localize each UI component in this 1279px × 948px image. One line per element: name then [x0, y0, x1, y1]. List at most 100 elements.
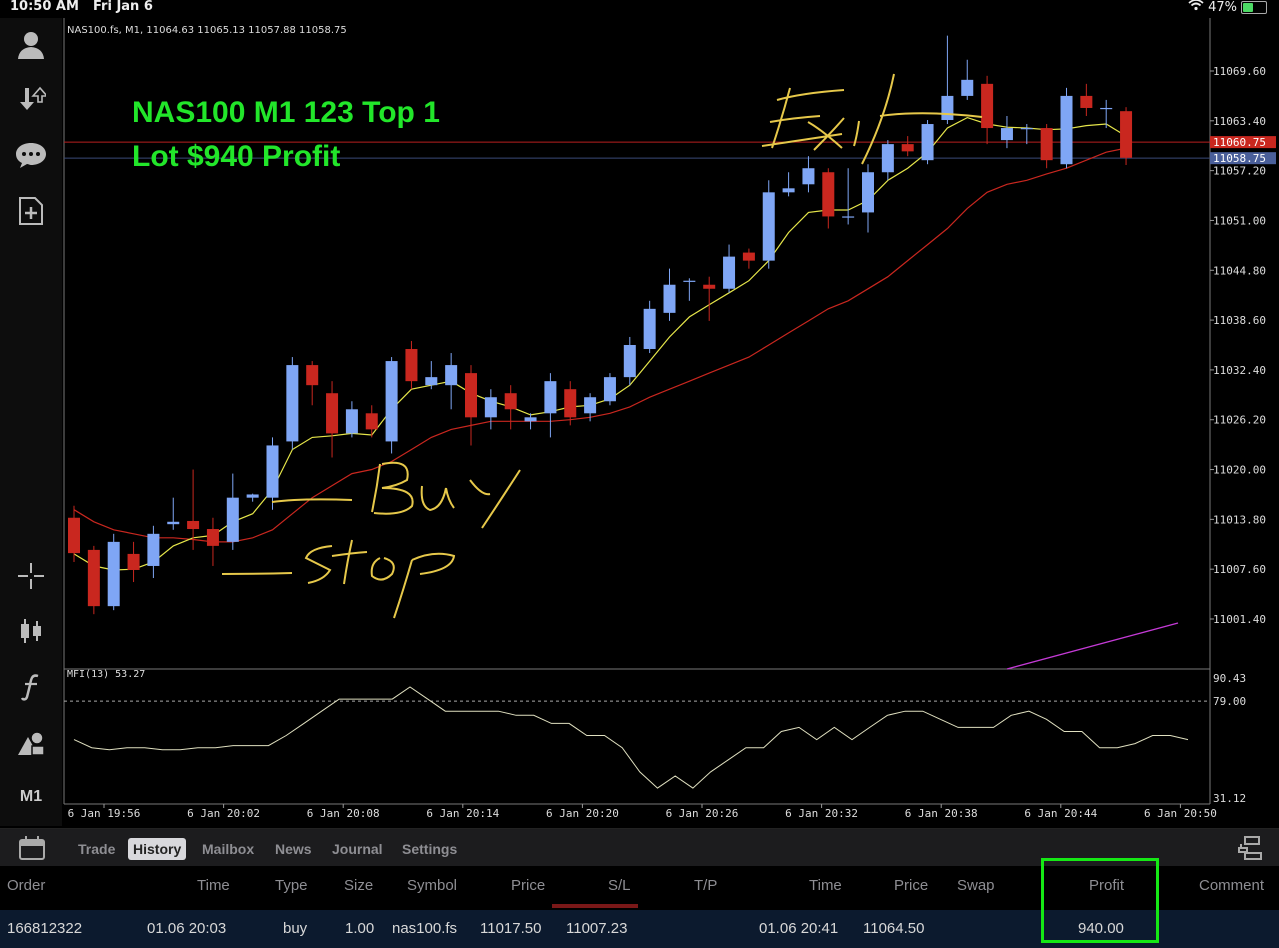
tab-news[interactable]: News: [275, 841, 312, 857]
tab-settings[interactable]: Settings: [402, 841, 458, 857]
tab-mailbox[interactable]: Mailbox: [202, 841, 255, 857]
sell-price-label: 11060.75: [1213, 136, 1266, 149]
price-label: 11069.60: [1213, 65, 1266, 78]
candle: [345, 401, 358, 438]
timeframe-button[interactable]: M1: [14, 780, 48, 814]
candle: [584, 393, 597, 422]
col-order[interactable]: Order: [7, 877, 46, 894]
candle-body: [147, 533, 160, 566]
candle-body: [167, 521, 180, 525]
trend-line: [1006, 622, 1179, 670]
candle: [187, 469, 200, 550]
candle: [1060, 87, 1073, 169]
price-label: 11051.00: [1213, 214, 1266, 227]
candle-body: [127, 553, 140, 570]
candle-body: [187, 520, 200, 530]
candle: [762, 180, 775, 269]
col-size[interactable]: Size: [344, 877, 374, 894]
candle: [544, 373, 557, 438]
crosshair-icon[interactable]: [14, 559, 48, 593]
candle: [1080, 83, 1093, 116]
tab-journal[interactable]: Journal: [332, 841, 383, 857]
candle-body: [544, 381, 557, 414]
candle-body: [822, 172, 835, 217]
price-label: 11013.80: [1213, 513, 1266, 526]
col-type[interactable]: Type: [275, 877, 308, 894]
left-toolbar: M1: [0, 18, 62, 826]
col-sl[interactable]: S/L: [608, 877, 631, 894]
candle-body: [663, 284, 676, 313]
tab-trade[interactable]: Trade: [78, 841, 116, 857]
indicators-icon[interactable]: [14, 670, 48, 704]
chat-icon[interactable]: [14, 138, 48, 172]
stop-annotation: [221, 539, 456, 619]
account-icon[interactable]: [14, 28, 48, 62]
candle: [326, 381, 339, 458]
col-open-time[interactable]: Time: [197, 877, 230, 894]
candle-body: [842, 216, 855, 218]
candle-body: [524, 417, 537, 422]
candle-body: [1100, 107, 1113, 110]
candle: [881, 140, 894, 181]
calendar-icon[interactable]: [18, 835, 46, 865]
col-tp[interactable]: T/P: [694, 877, 718, 894]
candle-body: [623, 345, 636, 378]
cell-size: 1.00: [345, 920, 375, 937]
col-open-price[interactable]: Price: [511, 877, 546, 894]
status-bar: 10:50 AM Fri Jan 6 47%: [0, 0, 1279, 16]
cell-open-time: 01.06 20:03: [147, 920, 227, 937]
candle-body: [881, 144, 894, 173]
price-label: 11007.60: [1213, 563, 1266, 576]
candle: [961, 59, 974, 100]
candlestick-icon[interactable]: [14, 614, 48, 648]
candle: [663, 268, 676, 321]
candle-body: [584, 397, 597, 414]
time-label: 6 Jan 20:38: [905, 807, 978, 820]
candle-body: [723, 256, 736, 289]
chart-area[interactable]: 11069.60 11063.40 11057.20 11051.00 11044.80…: [62, 18, 1279, 826]
col-comment[interactable]: Comment: [1199, 877, 1265, 894]
objects-icon[interactable]: [14, 726, 48, 760]
candle: [1100, 99, 1113, 129]
price-label: 11057.20: [1213, 165, 1266, 178]
candle: [921, 120, 934, 165]
cell-open-price: 11017.50: [480, 920, 542, 937]
candle: [524, 413, 537, 430]
status-right: 47%: [1188, 0, 1267, 15]
candle: [167, 497, 180, 530]
profit-highlight-box: [1041, 858, 1159, 943]
candle: [1000, 115, 1013, 149]
candle-body: [683, 280, 696, 282]
time-label: 6 Jan 19:56: [68, 807, 141, 820]
candle-body: [1120, 111, 1133, 158]
candle-body: [345, 409, 358, 434]
layout-icon[interactable]: [1237, 835, 1263, 865]
candle-body: [266, 445, 279, 498]
history-table-header: Order Time Type Size Symbol Price S/L T/…: [0, 866, 1279, 908]
candle: [643, 300, 656, 354]
chart-info: NAS100.fs, M1, 11064.63 11065.13 11057.8…: [67, 25, 347, 36]
candle: [941, 35, 954, 125]
candle-body: [564, 389, 577, 418]
col-close-time[interactable]: Time: [809, 877, 842, 894]
price-chart[interactable]: 11069.60 11063.40 11057.20 11051.00 11044.80…: [62, 18, 1279, 826]
candle: [405, 340, 418, 390]
deposit-withdraw-icon[interactable]: [14, 82, 48, 116]
battery-icon: [1241, 0, 1267, 14]
sell-price-marker: [1210, 136, 1276, 149]
exit-annotation: [761, 73, 983, 165]
col-profit[interactable]: Profit: [1089, 877, 1125, 894]
col-symbol[interactable]: Symbol: [407, 877, 458, 894]
time-label: 6 Jan 20:02: [187, 807, 260, 820]
col-swap[interactable]: Swap: [957, 877, 995, 894]
candle: [1040, 124, 1053, 169]
candle: [822, 168, 835, 229]
new-document-icon[interactable]: [14, 194, 48, 228]
mfi-axis-label: 90.43: [1213, 672, 1246, 685]
overlay-title: NAS100 M1 123 Top 1: [132, 96, 440, 129]
tab-history[interactable]: History: [128, 838, 187, 860]
candle: [206, 517, 219, 566]
candle-body: [326, 393, 339, 434]
col-close-price[interactable]: Price: [894, 877, 929, 894]
date: Fri Jan 6: [93, 0, 153, 14]
